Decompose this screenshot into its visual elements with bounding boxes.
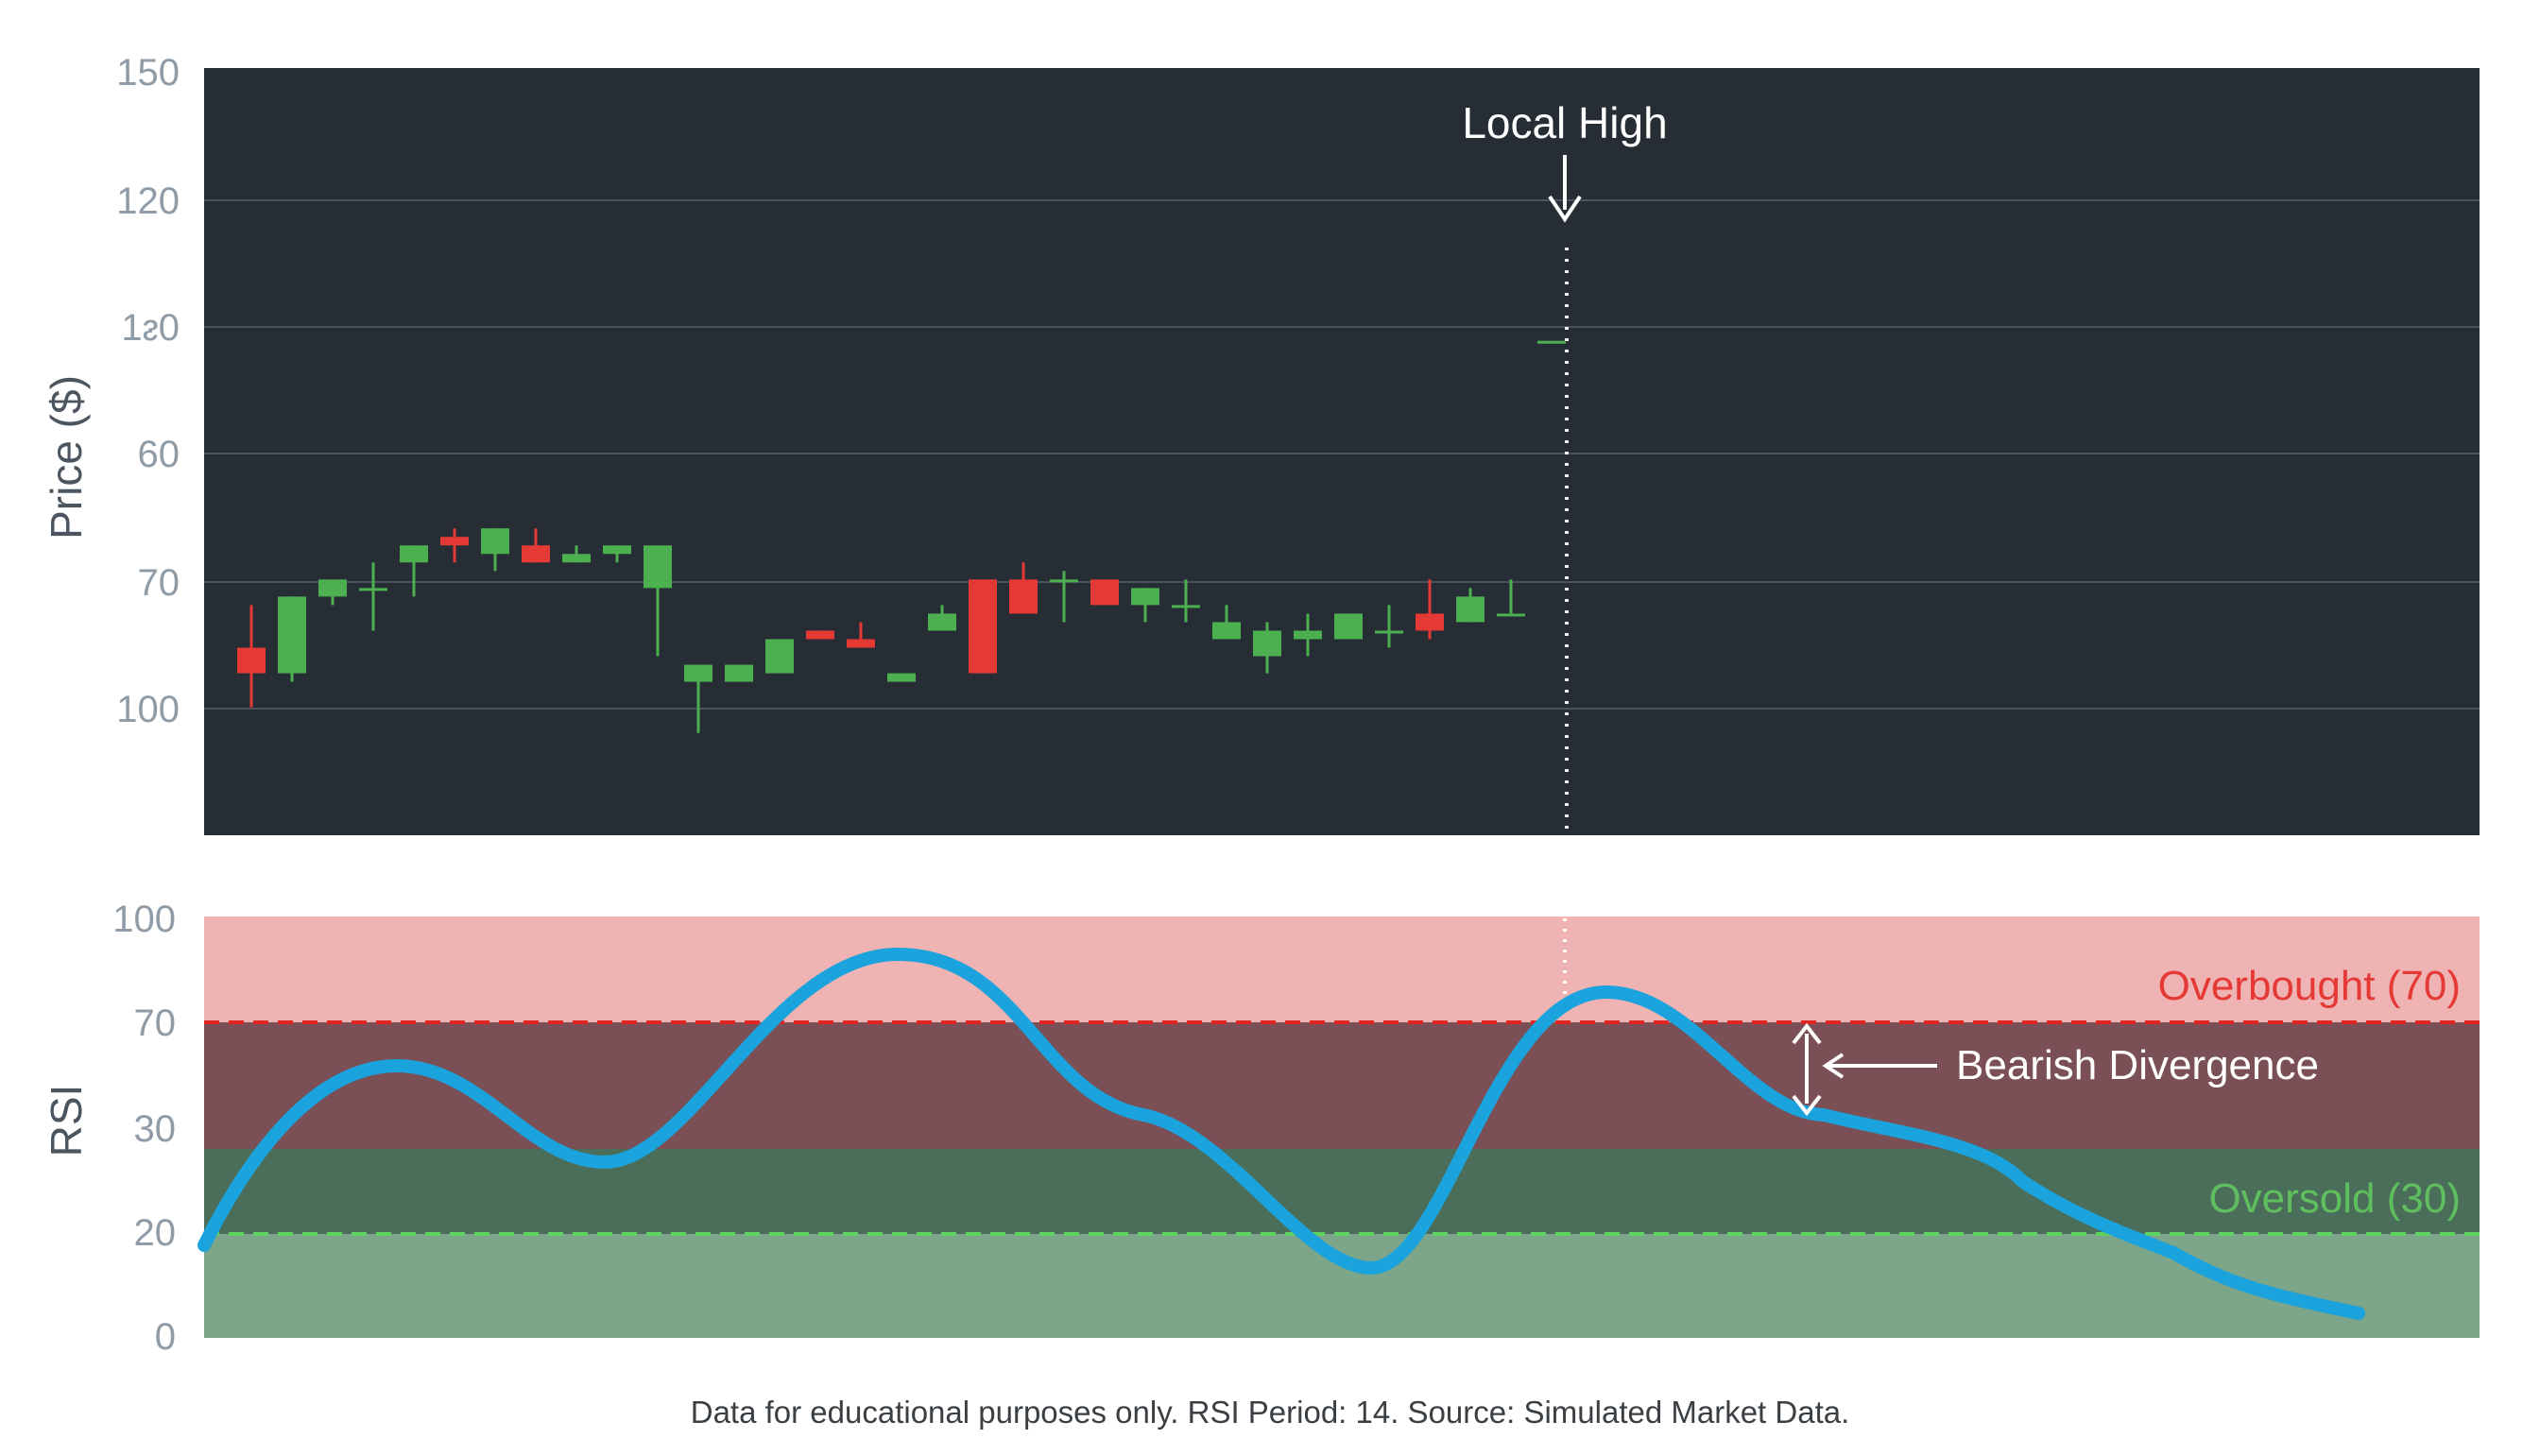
local-high-annotation: Local High — [1462, 98, 1668, 835]
candle-body-down — [969, 579, 997, 674]
rsi-mid-zone — [204, 1022, 2480, 1149]
price-y-tick-label: 120 — [116, 180, 180, 222]
price-y-tick-label: 100 — [116, 689, 180, 730]
rsi-y-tick-label: 20 — [134, 1212, 177, 1254]
candle-body-up — [1497, 613, 1525, 617]
candle-body-up — [1334, 613, 1363, 640]
candle-body-up — [928, 613, 956, 631]
price-y-tick-labels: 150 120 1ᴤ0 60 70 100 — [116, 52, 180, 730]
divergence-pointer-head — [1822, 1053, 1845, 1079]
oversold-level-label: Oversold (30) — [2208, 1175, 2461, 1222]
candle-body-up — [359, 588, 387, 591]
price-plot-background — [204, 68, 2480, 835]
local-high-arrow-head — [1548, 195, 1582, 223]
rsi-y-tick-labels: 100 70 30 20 0 — [112, 899, 176, 1358]
price-y-tick-label: 70 — [138, 562, 180, 604]
candle-body-up — [1375, 630, 1403, 634]
candle-body-up — [1172, 605, 1200, 608]
rsi-oversold-zone — [204, 1149, 2480, 1234]
price-panel: 150 120 1ᴤ0 60 70 100 Local High Price ($) — [42, 52, 2480, 835]
price-axis-title: Price ($) — [42, 375, 91, 540]
rsi-y-tick-label: 0 — [155, 1316, 176, 1358]
candle-body-up — [1131, 588, 1159, 606]
candle-body-up — [1050, 579, 1078, 583]
price-y-tick-label: 150 — [116, 52, 180, 94]
candle-body-up — [278, 596, 306, 674]
candle-body-down — [237, 647, 266, 674]
rsi-bottom-zone — [204, 1234, 2480, 1338]
divergence-arrow-head-bottom — [1792, 1094, 1822, 1117]
candle-body-up — [887, 673, 916, 682]
candle-body-down — [1416, 613, 1444, 631]
candle-body-down — [440, 537, 469, 546]
candle-body-up — [481, 528, 509, 555]
candle-body-down — [1090, 579, 1119, 606]
price-gridlines — [204, 199, 2480, 710]
candle-body-up — [1253, 630, 1281, 657]
overbought-level-label: Overbought (70) — [2158, 963, 2461, 1009]
candle-body-down — [522, 545, 550, 563]
rsi-axis-title: RSI — [42, 1085, 91, 1157]
price-y-tick-label: 1ᴤ0 — [121, 307, 180, 349]
bearish-divergence-annotation: Bearish Divergence — [1792, 1022, 2319, 1117]
rsi-y-tick-label: 70 — [134, 1002, 177, 1044]
candle-body-up — [725, 664, 753, 682]
candle-body-up — [1212, 622, 1241, 640]
footnote: Data for educational purposes only. RSI … — [691, 1395, 1850, 1430]
rsi-series-line — [197, 947, 2365, 1320]
candle-body-up — [1456, 596, 1485, 623]
candlestick-series — [237, 340, 1566, 733]
local-high-label: Local High — [1462, 98, 1667, 147]
candle-body-up — [603, 545, 631, 555]
divergence-label: Bearish Divergence — [1956, 1042, 2319, 1088]
candle-body-up — [318, 579, 347, 597]
divergence-arrow-head-top — [1792, 1022, 1822, 1045]
candle-body-up — [684, 664, 712, 682]
rsi-y-tick-label: 100 — [112, 899, 176, 940]
candle-body-up — [765, 639, 794, 674]
candle-body-up — [400, 545, 428, 563]
candle-body-up — [562, 554, 591, 563]
price-y-tick-label: 60 — [138, 434, 180, 475]
candle-body-down — [1009, 579, 1038, 614]
rsi-overbought-zone — [204, 916, 2480, 1022]
rsi-y-tick-label: 30 — [134, 1108, 177, 1150]
candle-body-up — [1294, 630, 1322, 640]
candle-body-down — [847, 639, 875, 648]
candle-body-up — [644, 545, 672, 589]
candle-body-up — [1537, 340, 1566, 344]
rsi-panel: Overbought (70) Oversold (30) Bearish Di… — [42, 899, 2480, 1358]
candle-body-down — [806, 630, 834, 640]
